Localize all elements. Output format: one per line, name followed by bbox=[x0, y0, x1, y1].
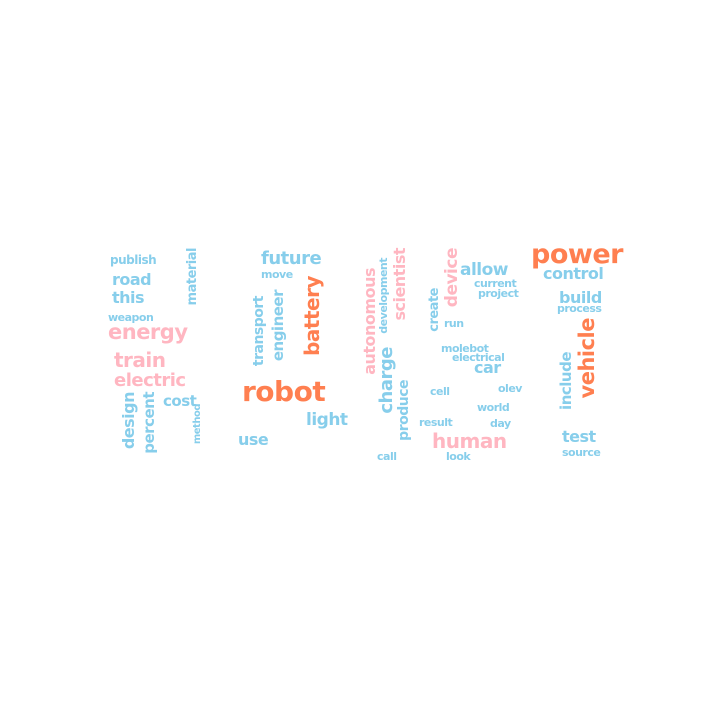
word-robot: robot bbox=[242, 375, 326, 408]
word-weapon: weapon bbox=[108, 311, 154, 324]
word-electrical: electrical bbox=[452, 351, 505, 364]
word-source: source bbox=[562, 446, 601, 459]
word-include: include bbox=[557, 352, 575, 410]
word-design: design bbox=[119, 392, 138, 450]
word-power: power bbox=[531, 239, 623, 270]
word-human: human bbox=[432, 429, 507, 453]
word-produce: produce bbox=[396, 380, 412, 441]
word-current: current bbox=[474, 277, 517, 290]
word-move: move bbox=[261, 268, 293, 281]
word-scientist: scientist bbox=[390, 248, 409, 321]
word-cost: cost bbox=[163, 392, 197, 410]
word-project: project bbox=[478, 287, 519, 300]
word-road: road bbox=[112, 270, 152, 289]
word-publish: publish bbox=[110, 253, 157, 267]
word-look: look bbox=[446, 450, 471, 463]
word-development: development bbox=[377, 258, 390, 334]
word-this: this bbox=[112, 288, 145, 307]
word-call: call bbox=[377, 450, 397, 463]
word-energy: energy bbox=[108, 320, 188, 344]
word-build: build bbox=[559, 288, 602, 307]
word-control: control bbox=[543, 264, 604, 283]
word-electric: electric bbox=[114, 370, 186, 391]
word-charge: charge bbox=[376, 347, 397, 414]
word-use: use bbox=[238, 430, 269, 449]
word-future: future bbox=[261, 248, 322, 269]
word-run: run bbox=[444, 317, 464, 330]
word-process: process bbox=[557, 302, 602, 315]
word-allow: allow bbox=[460, 260, 509, 280]
word-transport: transport bbox=[251, 296, 267, 367]
word-light: light bbox=[306, 410, 348, 430]
word-test: test bbox=[562, 427, 596, 446]
word-molebot: molebot bbox=[441, 342, 489, 355]
word-world: world bbox=[477, 401, 510, 414]
word-engineer: engineer bbox=[269, 290, 287, 362]
word-create: create bbox=[427, 288, 442, 332]
word-method: method bbox=[192, 404, 203, 445]
word-device: device bbox=[442, 248, 462, 308]
word-car: car bbox=[474, 358, 501, 377]
word-result: result bbox=[419, 416, 453, 429]
word-material: material bbox=[185, 248, 200, 306]
word-vehicle: vehicle bbox=[575, 318, 599, 399]
word-train: train bbox=[114, 348, 166, 372]
word-battery: battery bbox=[300, 276, 324, 356]
word-cell: cell bbox=[430, 385, 450, 398]
word-olev: olev bbox=[498, 382, 522, 395]
word-day: day bbox=[490, 417, 511, 430]
word-percent: percent bbox=[140, 392, 158, 454]
